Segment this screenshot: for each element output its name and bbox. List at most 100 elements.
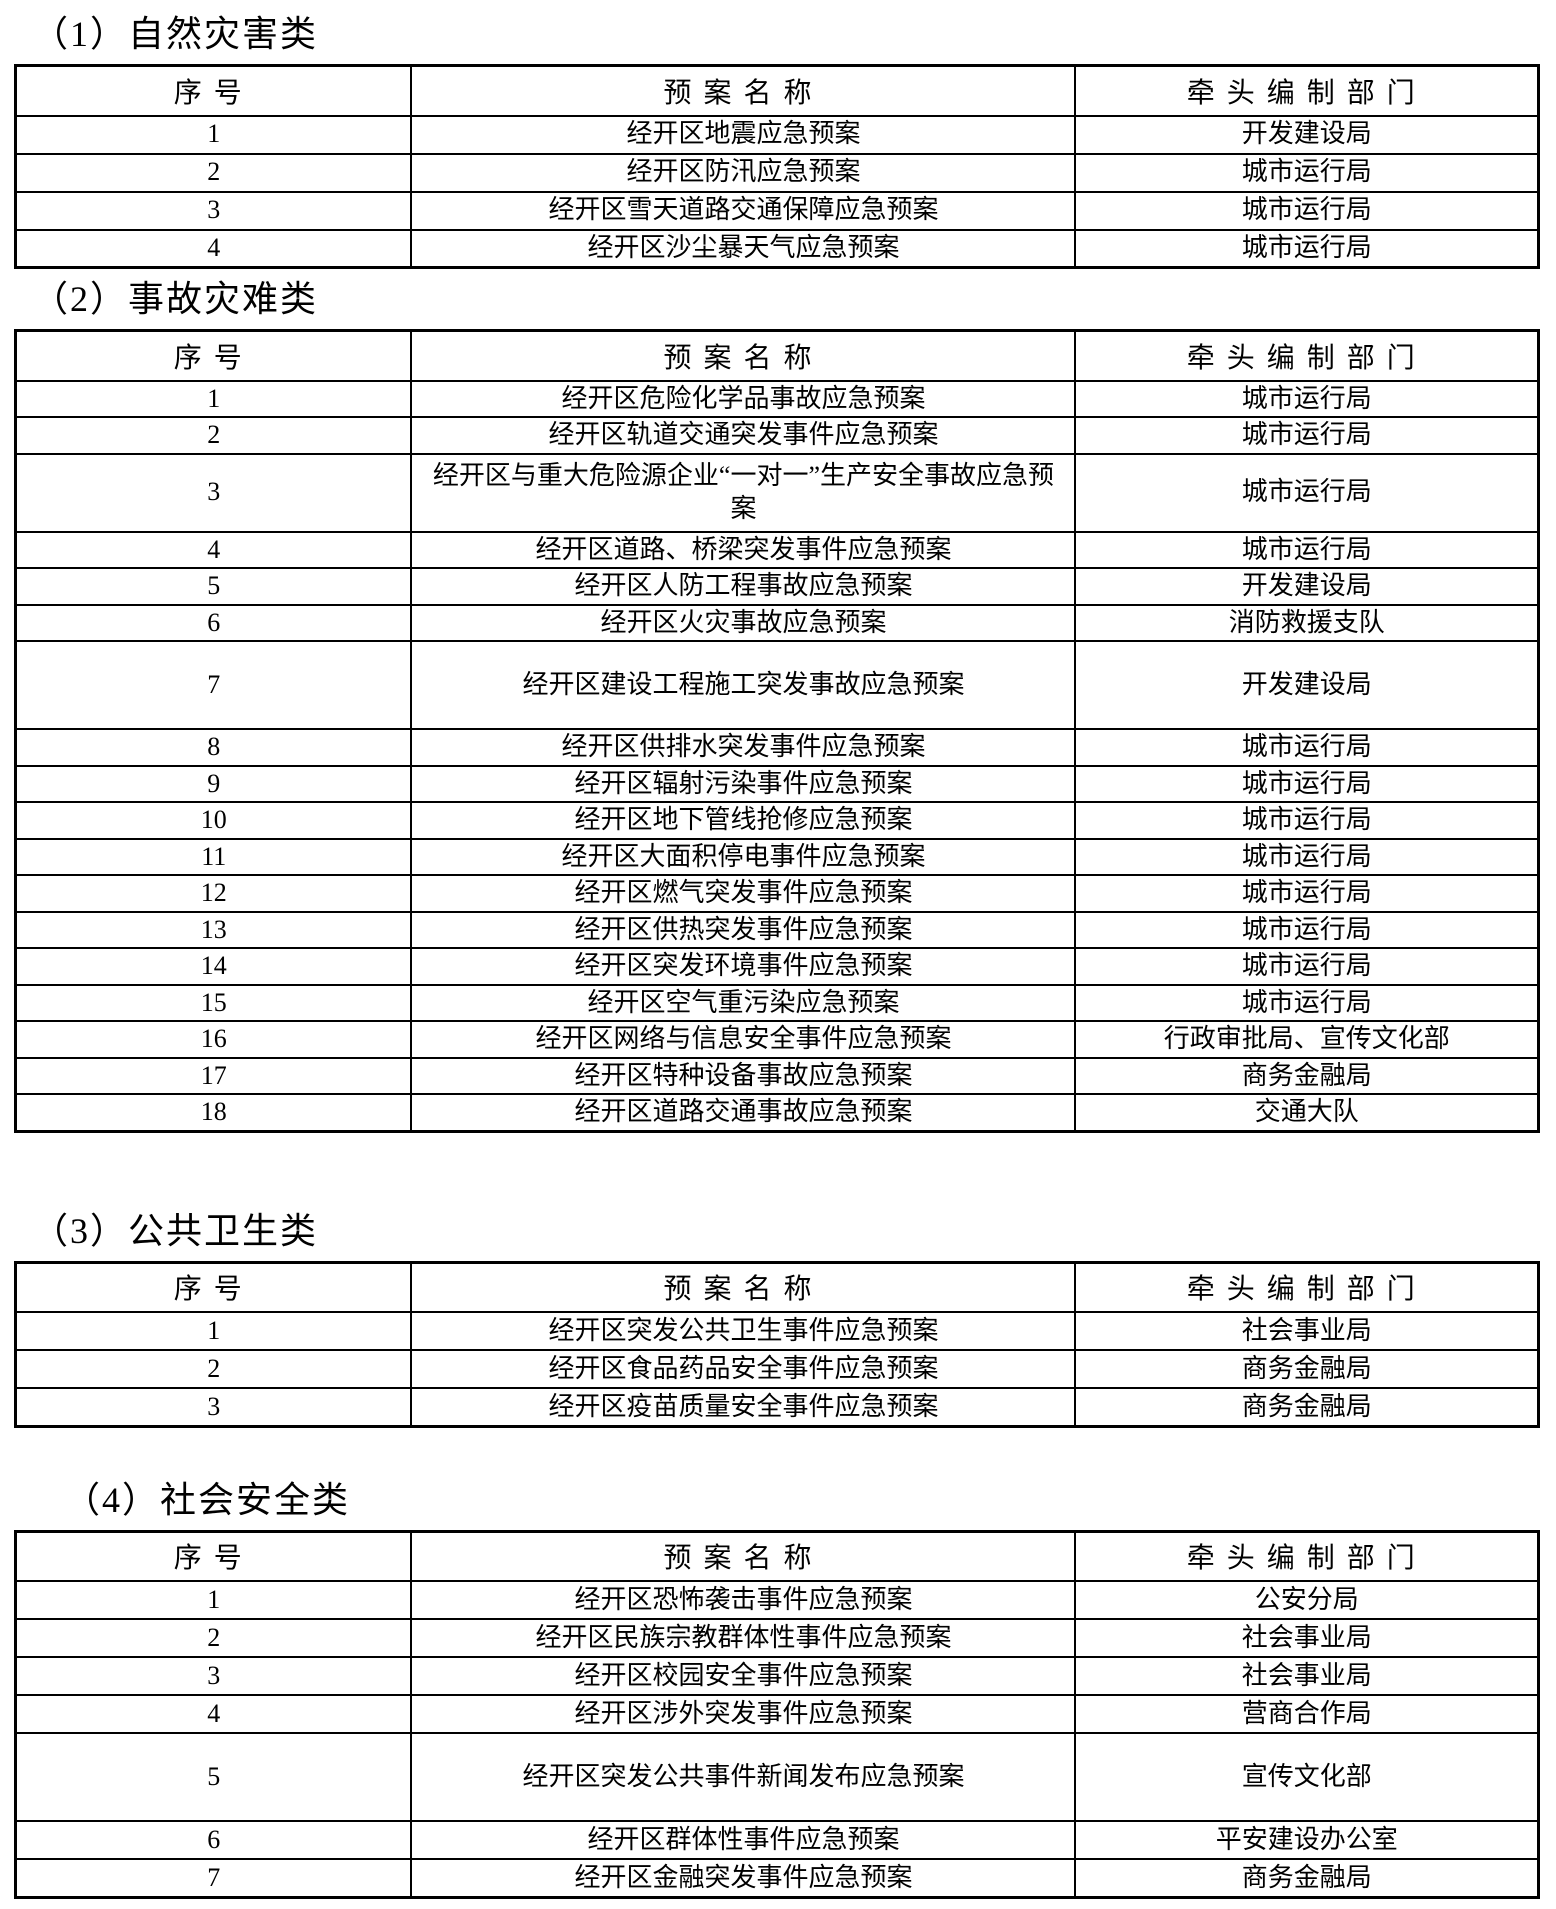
table-row: 7 经开区金融突发事件应急预案 商务金融局 — [14, 1858, 1540, 1898]
table-row: 8 经开区供排水突发事件应急预案 城市运行局 — [14, 728, 1540, 767]
plan-name-cell: 经开区群体性事件应急预案 — [410, 1820, 1077, 1860]
row-index-cell: 3 — [14, 190, 413, 231]
table-row: 3 经开区与重大危险源企业“一对一”生产安全事故应急预案 城市运行局 — [14, 452, 1540, 533]
plan-name-cell: 经开区危险化学品事故应急预案 — [410, 379, 1077, 418]
row-index-cell: 6 — [14, 1820, 413, 1860]
col-header-plan-name: 预案名称 — [410, 1530, 1077, 1582]
table-row: 5 经开区突发公共事件新闻发布应急预案 宣传文化部 — [14, 1732, 1540, 1822]
lead-department-cell: 城市运行局 — [1074, 530, 1540, 569]
lead-department-cell: 平安建设办公室 — [1074, 1820, 1540, 1860]
col-header-department: 牵头编制部门 — [1074, 1261, 1540, 1313]
table-row: 18 经开区道路交通事故应急预案 交通大队 — [14, 1093, 1540, 1132]
plan-name-cell: 经开区食品药品安全事件应急预案 — [410, 1349, 1077, 1389]
plan-name-cell: 经开区供热突发事件应急预案 — [410, 910, 1077, 949]
table-row: 2 经开区轨道交通突发事件应急预案 城市运行局 — [14, 416, 1540, 455]
section-title: （4）社会安全类 — [64, 1479, 351, 1520]
plan-name-cell: 经开区民族宗教群体性事件应急预案 — [410, 1618, 1077, 1658]
row-index-cell: 2 — [14, 152, 413, 193]
row-index-cell: 10 — [14, 801, 413, 840]
plans-table: 序号 预案名称 牵头编制部门 1 经开区地震应急预案 开发建设局 2 经开区防汛应急预案… — [14, 64, 1540, 269]
row-index-cell: 6 — [14, 603, 413, 642]
table-row: 11 经开区大面积停电事件应急预案 城市运行局 — [14, 837, 1540, 876]
table-row: 1 经开区危险化学品事故应急预案 城市运行局 — [14, 379, 1540, 418]
lead-department-cell: 城市运行局 — [1074, 947, 1540, 986]
plan-name-cell: 经开区恐怖袭击事件应急预案 — [410, 1580, 1077, 1620]
lead-department-cell: 城市运行局 — [1074, 416, 1540, 455]
row-index-cell: 4 — [14, 1694, 413, 1734]
table-row: 2 经开区食品药品安全事件应急预案 商务金融局 — [14, 1349, 1540, 1389]
plan-name-cell: 经开区金融突发事件应急预案 — [410, 1858, 1077, 1898]
col-header-index: 序号 — [14, 329, 413, 382]
table-row: 10 经开区地下管线抢修应急预案 城市运行局 — [14, 801, 1540, 840]
header-row: 序号 预案名称 牵头编制部门 — [14, 1261, 1540, 1313]
col-header-department: 牵头编制部门 — [1074, 329, 1540, 382]
header-row: 序号 预案名称 牵头编制部门 — [14, 64, 1540, 117]
row-index-cell: 2 — [14, 1618, 413, 1658]
plan-name-cell: 经开区雪天道路交通保障应急预案 — [410, 190, 1077, 231]
row-index-cell: 18 — [14, 1093, 413, 1132]
plan-name-cell: 经开区沙尘暴天气应急预案 — [410, 228, 1077, 269]
plans-table: 序号 预案名称 牵头编制部门 1 经开区恐怖袭击事件应急预案 公安分局 2 经开区民族宗… — [14, 1529, 1540, 1899]
plan-name-cell: 经开区燃气突发事件应急预案 — [410, 874, 1077, 913]
col-header-plan-name: 预案名称 — [410, 1261, 1077, 1313]
lead-department-cell: 开发建设局 — [1074, 640, 1540, 730]
table-row: 4 经开区沙尘暴天气应急预案 城市运行局 — [14, 228, 1540, 269]
table-row: 3 经开区雪天道路交通保障应急预案 城市运行局 — [14, 190, 1540, 231]
row-index-cell: 7 — [14, 640, 413, 730]
plan-name-cell: 经开区轨道交通突发事件应急预案 — [410, 416, 1077, 455]
header-row: 序号 预案名称 牵头编制部门 — [14, 1530, 1540, 1582]
table-row: 2 经开区民族宗教群体性事件应急预案 社会事业局 — [14, 1618, 1540, 1658]
row-index-cell: 2 — [14, 416, 413, 455]
plans-table: 序号 预案名称 牵头编制部门 1 经开区危险化学品事故应急预案 城市运行局 2 经开区轨… — [14, 329, 1540, 1133]
lead-department-cell: 行政审批局、宣传文化部 — [1074, 1020, 1540, 1059]
col-header-plan-name: 预案名称 — [410, 329, 1077, 382]
table-row: 9 经开区辐射污染事件应急预案 城市运行局 — [14, 764, 1540, 803]
plan-name-cell: 经开区突发公共事件新闻发布应急预案 — [410, 1732, 1077, 1822]
table-row: 14 经开区突发环境事件应急预案 城市运行局 — [14, 947, 1540, 986]
row-index-cell: 11 — [14, 837, 413, 876]
row-index-cell: 16 — [14, 1020, 413, 1059]
col-header-index: 序号 — [14, 64, 413, 117]
plan-name-cell: 经开区防汛应急预案 — [410, 152, 1077, 193]
row-index-cell: 3 — [14, 452, 413, 533]
table-row: 1 经开区恐怖袭击事件应急预案 公安分局 — [14, 1580, 1540, 1620]
row-index-cell: 8 — [14, 728, 413, 767]
lead-department-cell: 宣传文化部 — [1074, 1732, 1540, 1822]
lead-department-cell: 城市运行局 — [1074, 228, 1540, 269]
row-index-cell: 1 — [14, 379, 413, 418]
plan-name-cell: 经开区道路交通事故应急预案 — [410, 1093, 1077, 1132]
lead-department-cell: 城市运行局 — [1074, 152, 1540, 193]
plan-name-cell: 经开区火灾事故应急预案 — [410, 603, 1077, 642]
lead-department-cell: 公安分局 — [1074, 1580, 1540, 1620]
row-index-cell: 4 — [14, 228, 413, 269]
table-row: 3 经开区校园安全事件应急预案 社会事业局 — [14, 1656, 1540, 1696]
row-index-cell: 3 — [14, 1656, 413, 1696]
lead-department-cell: 城市运行局 — [1074, 728, 1540, 767]
table-row: 1 经开区突发公共卫生事件应急预案 社会事业局 — [14, 1311, 1540, 1351]
lead-department-cell: 交通大队 — [1074, 1093, 1540, 1132]
row-index-cell: 9 — [14, 764, 413, 803]
lead-department-cell: 开发建设局 — [1074, 114, 1540, 155]
plan-name-cell: 经开区突发公共卫生事件应急预案 — [410, 1311, 1077, 1351]
lead-department-cell: 社会事业局 — [1074, 1311, 1540, 1351]
col-header-department: 牵头编制部门 — [1074, 64, 1540, 117]
plans-table: 序号 预案名称 牵头编制部门 1 经开区突发公共卫生事件应急预案 社会事业局 2 经开区… — [14, 1260, 1540, 1428]
lead-department-cell: 城市运行局 — [1074, 801, 1540, 840]
row-index-cell: 1 — [14, 114, 413, 155]
table-row: 5 经开区人防工程事故应急预案 开发建设局 — [14, 567, 1540, 606]
plan-name-cell: 经开区疫苗质量安全事件应急预案 — [410, 1387, 1077, 1427]
plan-name-cell: 经开区突发环境事件应急预案 — [410, 947, 1077, 986]
plan-name-cell: 经开区人防工程事故应急预案 — [410, 567, 1077, 606]
lead-department-cell: 商务金融局 — [1074, 1858, 1540, 1898]
plan-name-cell: 经开区校园安全事件应急预案 — [410, 1656, 1077, 1696]
lead-department-cell: 城市运行局 — [1074, 379, 1540, 418]
section-title: （2）事故灾难类 — [32, 279, 319, 319]
lead-department-cell: 商务金融局 — [1074, 1349, 1540, 1389]
row-index-cell: 13 — [14, 910, 413, 949]
table-row: 13 经开区供热突发事件应急预案 城市运行局 — [14, 910, 1540, 949]
plan-name-cell: 经开区大面积停电事件应急预案 — [410, 837, 1077, 876]
row-index-cell: 14 — [14, 947, 413, 986]
table-row: 15 经开区空气重污染应急预案 城市运行局 — [14, 983, 1540, 1022]
row-index-cell: 15 — [14, 983, 413, 1022]
